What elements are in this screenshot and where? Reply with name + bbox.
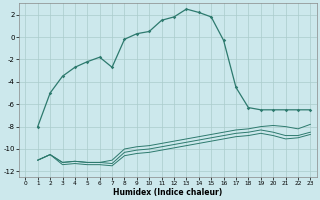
X-axis label: Humidex (Indice chaleur): Humidex (Indice chaleur) bbox=[113, 188, 222, 197]
